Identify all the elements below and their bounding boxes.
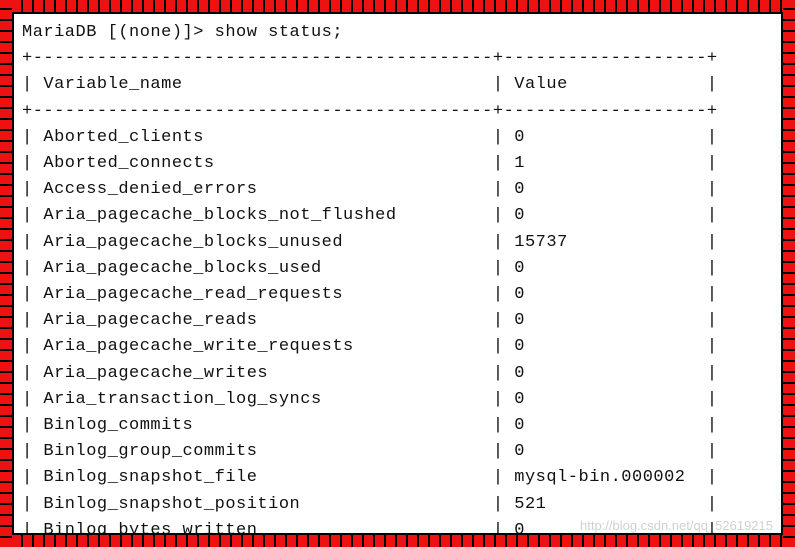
table-row: | Aria_pagecache_writes | 0 |: [22, 361, 773, 387]
window-frame: MariaDB [(none)]> show status;+---------…: [0, 0, 795, 547]
table-separator: +---------------------------------------…: [22, 46, 773, 72]
table-row: | Binlog_snapshot_file | mysql-bin.00000…: [22, 465, 773, 491]
table-row: | Binlog_bytes_written | 0 |: [22, 518, 773, 535]
table-row: | Binlog_snapshot_position | 521 |: [22, 492, 773, 518]
table-row: | Aborted_clients | 0 |: [22, 125, 773, 151]
prompt-line: MariaDB [(none)]> show status;: [22, 20, 773, 46]
table-row: | Aria_pagecache_blocks_not_flushed | 0 …: [22, 203, 773, 229]
terminal-output: MariaDB [(none)]> show status;+---------…: [12, 12, 783, 535]
table-separator: +---------------------------------------…: [22, 99, 773, 125]
table-row: | Binlog_group_commits | 0 |: [22, 439, 773, 465]
table-row: | Access_denied_errors | 0 |: [22, 177, 773, 203]
table-row: | Aria_pagecache_blocks_unused | 15737 |: [22, 230, 773, 256]
table-row: | Aria_pagecache_reads | 0 |: [22, 308, 773, 334]
table-row: | Aria_pagecache_read_requests | 0 |: [22, 282, 773, 308]
table-row: | Aria_pagecache_write_requests | 0 |: [22, 334, 773, 360]
table-row: | Aria_pagecache_blocks_used | 0 |: [22, 256, 773, 282]
table-row: | Aria_transaction_log_syncs | 0 |: [22, 387, 773, 413]
table-header-row: | Variable_name | Value |: [22, 72, 773, 98]
table-row: | Binlog_commits | 0 |: [22, 413, 773, 439]
table-row: | Aborted_connects | 1 |: [22, 151, 773, 177]
